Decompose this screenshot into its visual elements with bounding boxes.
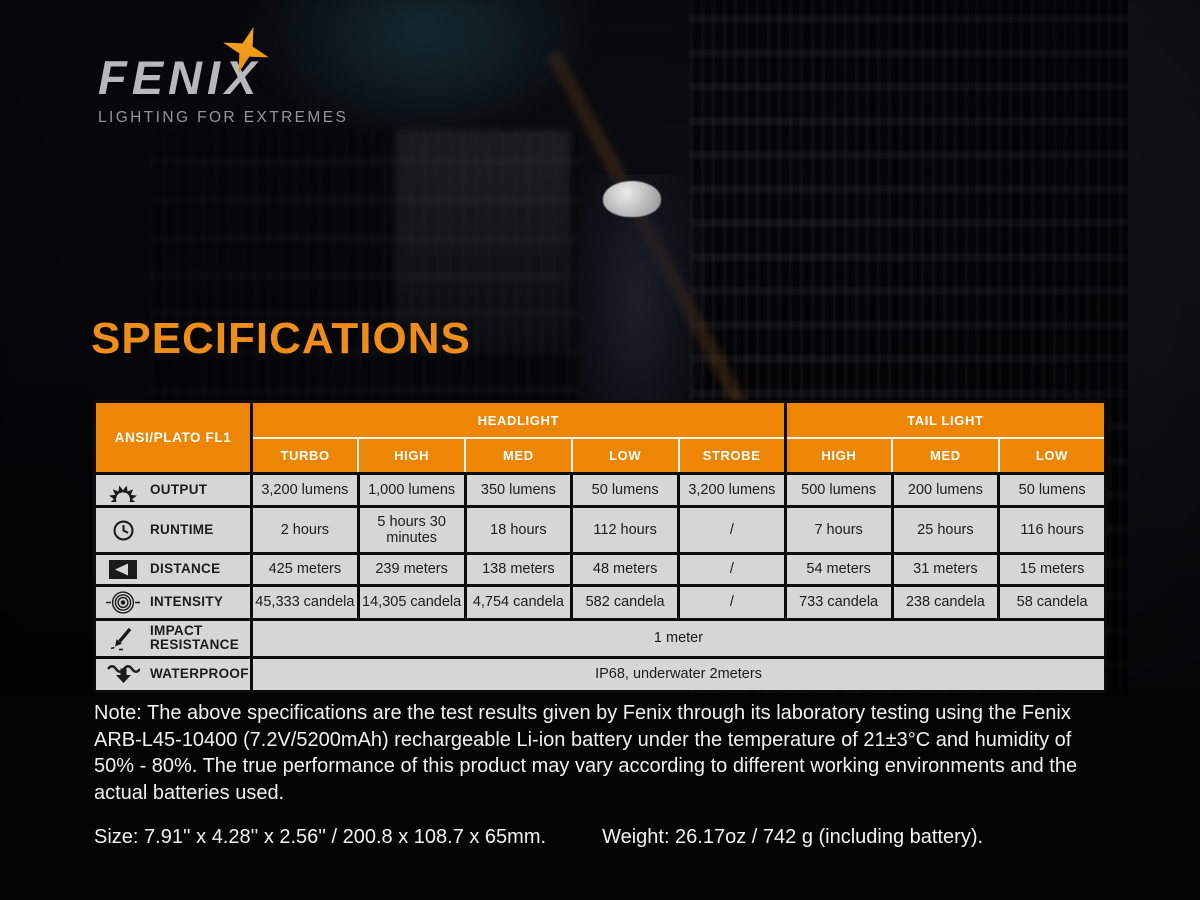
spec-row: WATERPROOF IP68, underwater 2meters: [93, 655, 1107, 693]
table-body: OUTPUT 3,200 lumens 1,000 lumens 350 lumens…: [93, 472, 1107, 693]
size-label: Size: 7.91'' x 4.28'' x 2.56'' / 200.8 x…: [94, 826, 547, 848]
group-header-taillight: TAIL LIGHT: [783, 401, 1107, 439]
spec-cell-span: IP68, underwater 2meters: [250, 655, 1107, 693]
spec-row: DISTANCE 425 meters 239 meters 138 meters 48…: [93, 552, 1107, 587]
spec-row-header: DISTANCE: [93, 552, 253, 587]
spec-cell: /: [677, 583, 787, 621]
spec-cell: 7 hours: [783, 504, 894, 556]
spec-cell: 18 hours: [463, 504, 574, 556]
col-header-tail-high: HIGH: [783, 438, 893, 474]
spec-row-header: INTENSITY: [93, 583, 253, 621]
spec-cell: 50 lumens: [570, 472, 680, 508]
spec-row: IMPACT RESISTANCE 1 meter: [93, 617, 1107, 659]
spec-row-label: DISTANCE: [150, 561, 221, 577]
spec-cell: 54 meters: [783, 552, 894, 587]
spec-cell: 350 lumens: [463, 472, 574, 508]
col-header-tail-low: LOW: [997, 438, 1107, 474]
group-header-headlight: HEADLIGHT: [251, 401, 787, 439]
spec-cell: 3,200 lumens: [250, 472, 360, 508]
spec-cell: 200 lumens: [890, 472, 1001, 508]
col-header-med: MED: [464, 438, 573, 474]
spec-cell: 239 meters: [356, 552, 467, 587]
page-title: SPECIFICATIONS: [91, 314, 471, 363]
spec-row-label: IMPACT RESISTANCE: [150, 622, 240, 653]
spec-cell: 1,000 lumens: [356, 472, 467, 508]
spec-cell: 5 hours 30 minutes: [356, 504, 467, 556]
output-icon: [105, 478, 141, 502]
spec-note: Note: The above specifications are the t…: [94, 702, 1078, 804]
spec-cell: 500 lumens: [783, 472, 894, 508]
spec-cell: /: [677, 552, 787, 587]
spec-cell: 58 candela: [997, 583, 1107, 621]
spec-row: INTENSITY 45,333 candela 14,305 candela 4,7…: [93, 583, 1107, 621]
spec-cell-span: 1 meter: [250, 617, 1107, 659]
spec-row-label: RUNTIME: [150, 521, 214, 537]
fenix-wordmark: FENIX: [98, 51, 262, 104]
spec-cell: 3,200 lumens: [677, 472, 787, 508]
spec-cell: 116 hours: [997, 504, 1107, 556]
spec-row-label: OUTPUT: [150, 481, 208, 497]
spec-cell: 25 hours: [890, 504, 1001, 556]
col-header-turbo: TURBO: [250, 438, 360, 474]
spec-row-header: WATERPROOF: [93, 655, 253, 693]
spec-cell: 14,305 candela: [356, 583, 467, 621]
spec-cell: 112 hours: [570, 504, 680, 556]
spec-row-label: WATERPROOF: [150, 666, 249, 682]
distance-icon: [105, 559, 141, 580]
col-header-strobe: STROBE: [677, 438, 787, 474]
dimensions-line: Size: 7.91'' x 4.28'' x 2.56'' / 200.8 x…: [94, 826, 1110, 849]
intensity-icon: [105, 590, 141, 615]
spec-cell: 2 hours: [250, 504, 360, 556]
runtime-icon: [105, 518, 141, 543]
col-header-tail-med: MED: [891, 438, 1000, 474]
spec-cell: 48 meters: [570, 552, 680, 587]
spec-cell: /: [677, 504, 787, 556]
fenix-logo: FENIX LIGHTING FOR EXTREMES: [98, 52, 348, 127]
brand-tagline: LIGHTING FOR EXTREMES: [98, 108, 349, 126]
spec-row: OUTPUT 3,200 lumens 1,000 lumens 350 lumens…: [93, 472, 1107, 508]
spec-cell: 425 meters: [250, 552, 360, 587]
spec-row-header: RUNTIME: [93, 504, 253, 556]
spec-row-header: IMPACT RESISTANCE: [93, 617, 253, 659]
spec-cell: 138 meters: [463, 552, 574, 587]
col-header-high: HIGH: [357, 438, 466, 474]
spec-cell: 238 candela: [890, 583, 1001, 621]
specifications-table: ANSI/PLATO FL1 HEADLIGHT TAIL LIGHT TURB…: [93, 400, 1107, 693]
spec-cell: 15 meters: [997, 552, 1107, 587]
spec-cell: 45,333 candela: [250, 583, 360, 621]
col-header-low: LOW: [570, 438, 680, 474]
spec-cell: 50 lumens: [997, 472, 1107, 508]
spec-row-header: OUTPUT: [93, 472, 253, 508]
waterproof-icon: [105, 662, 141, 687]
spec-cell: 4,754 candela: [463, 583, 574, 621]
spec-cell: 31 meters: [890, 552, 1001, 587]
spec-row: RUNTIME 2 hours 5 hours 30 minutes 18 hours…: [93, 504, 1107, 556]
table-header: ANSI/PLATO FL1 HEADLIGHT TAIL LIGHT TURB…: [94, 401, 1107, 474]
spec-cell: 582 candela: [570, 583, 680, 621]
impact-icon: [105, 626, 141, 651]
spec-cell: 733 candela: [783, 583, 894, 621]
weight-label: Weight: 26.17oz / 742 g (including batte…: [602, 826, 984, 848]
corner-header: ANSI/PLATO FL1: [94, 401, 253, 474]
spec-row-label: INTENSITY: [150, 593, 224, 609]
